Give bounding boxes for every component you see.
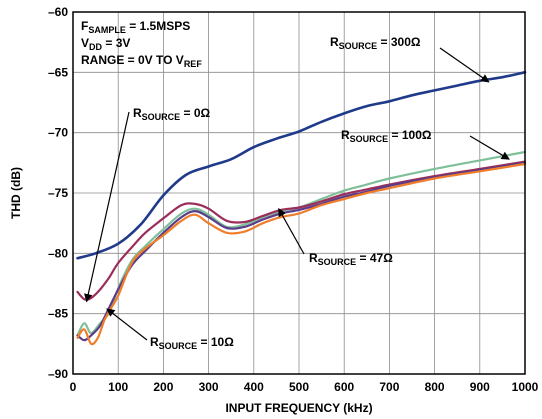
- x-tick-label: 700: [379, 380, 399, 394]
- condition-range: RANGE = 0V TO VREF: [81, 53, 202, 69]
- annotation-r47: RSOURCE = 47Ω: [309, 251, 393, 267]
- y-tick-label: –65: [48, 65, 68, 79]
- x-tick-label: 200: [153, 380, 173, 394]
- y-tick-label: –60: [48, 5, 68, 19]
- series-layer: [76, 71, 527, 346]
- grid: [73, 12, 525, 374]
- x-tick-label: 600: [334, 380, 354, 394]
- series-line-300-ohm: [76, 71, 527, 260]
- x-tick-label: 0: [70, 380, 77, 394]
- y-tick-label: –85: [48, 307, 68, 321]
- annotation-r100: RSOURCE = 100Ω: [341, 128, 432, 144]
- test-conditions: FSAMPLE = 1.5MSPS VDD = 3V RANGE = 0V TO…: [81, 19, 202, 69]
- series-line-10-ohm: [76, 162, 527, 346]
- y-axis-title: THD (dB): [9, 167, 23, 219]
- x-axis-title: INPUT FREQUENCY (kHz): [225, 401, 372, 415]
- plot-frame: [72, 11, 526, 375]
- arrow-r300: [439, 47, 490, 83]
- condition-fsample: FSAMPLE = 1.5MSPS: [81, 19, 190, 35]
- tick-labels: 0 100 200 300 400 500 600 700 800 900 1000 –60 –65 –7…: [48, 5, 539, 394]
- x-tick-label: 100: [108, 380, 128, 394]
- annotation-r0: RSOURCE = 0Ω: [133, 106, 211, 122]
- arrow-r100: [469, 135, 510, 160]
- series-line-0-ohm: [76, 160, 527, 301]
- arrow-r10: [106, 308, 148, 341]
- arrow-r0: [84, 111, 130, 303]
- y-tick-label: –75: [48, 186, 68, 200]
- x-tick-label: 900: [470, 380, 490, 394]
- x-tick-label: 400: [244, 380, 264, 394]
- x-tick-label: 1000: [512, 380, 539, 394]
- condition-vdd: VDD = 3V: [81, 36, 130, 52]
- y-tick-label: –70: [48, 126, 68, 140]
- annotation-r10: RSOURCE = 10Ω: [150, 335, 234, 351]
- y-tick-label: –80: [48, 246, 68, 260]
- x-tick-label: 800: [425, 380, 445, 394]
- annotation-arrows: [84, 47, 510, 341]
- arrow-r47: [278, 207, 305, 255]
- y-tick-label: –90: [48, 367, 68, 381]
- series-line-100-ohm: [76, 150, 527, 337]
- x-tick-label: 500: [289, 380, 309, 394]
- annotation-r300: RSOURCE = 300Ω: [330, 35, 421, 51]
- x-tick-label: 300: [199, 380, 219, 394]
